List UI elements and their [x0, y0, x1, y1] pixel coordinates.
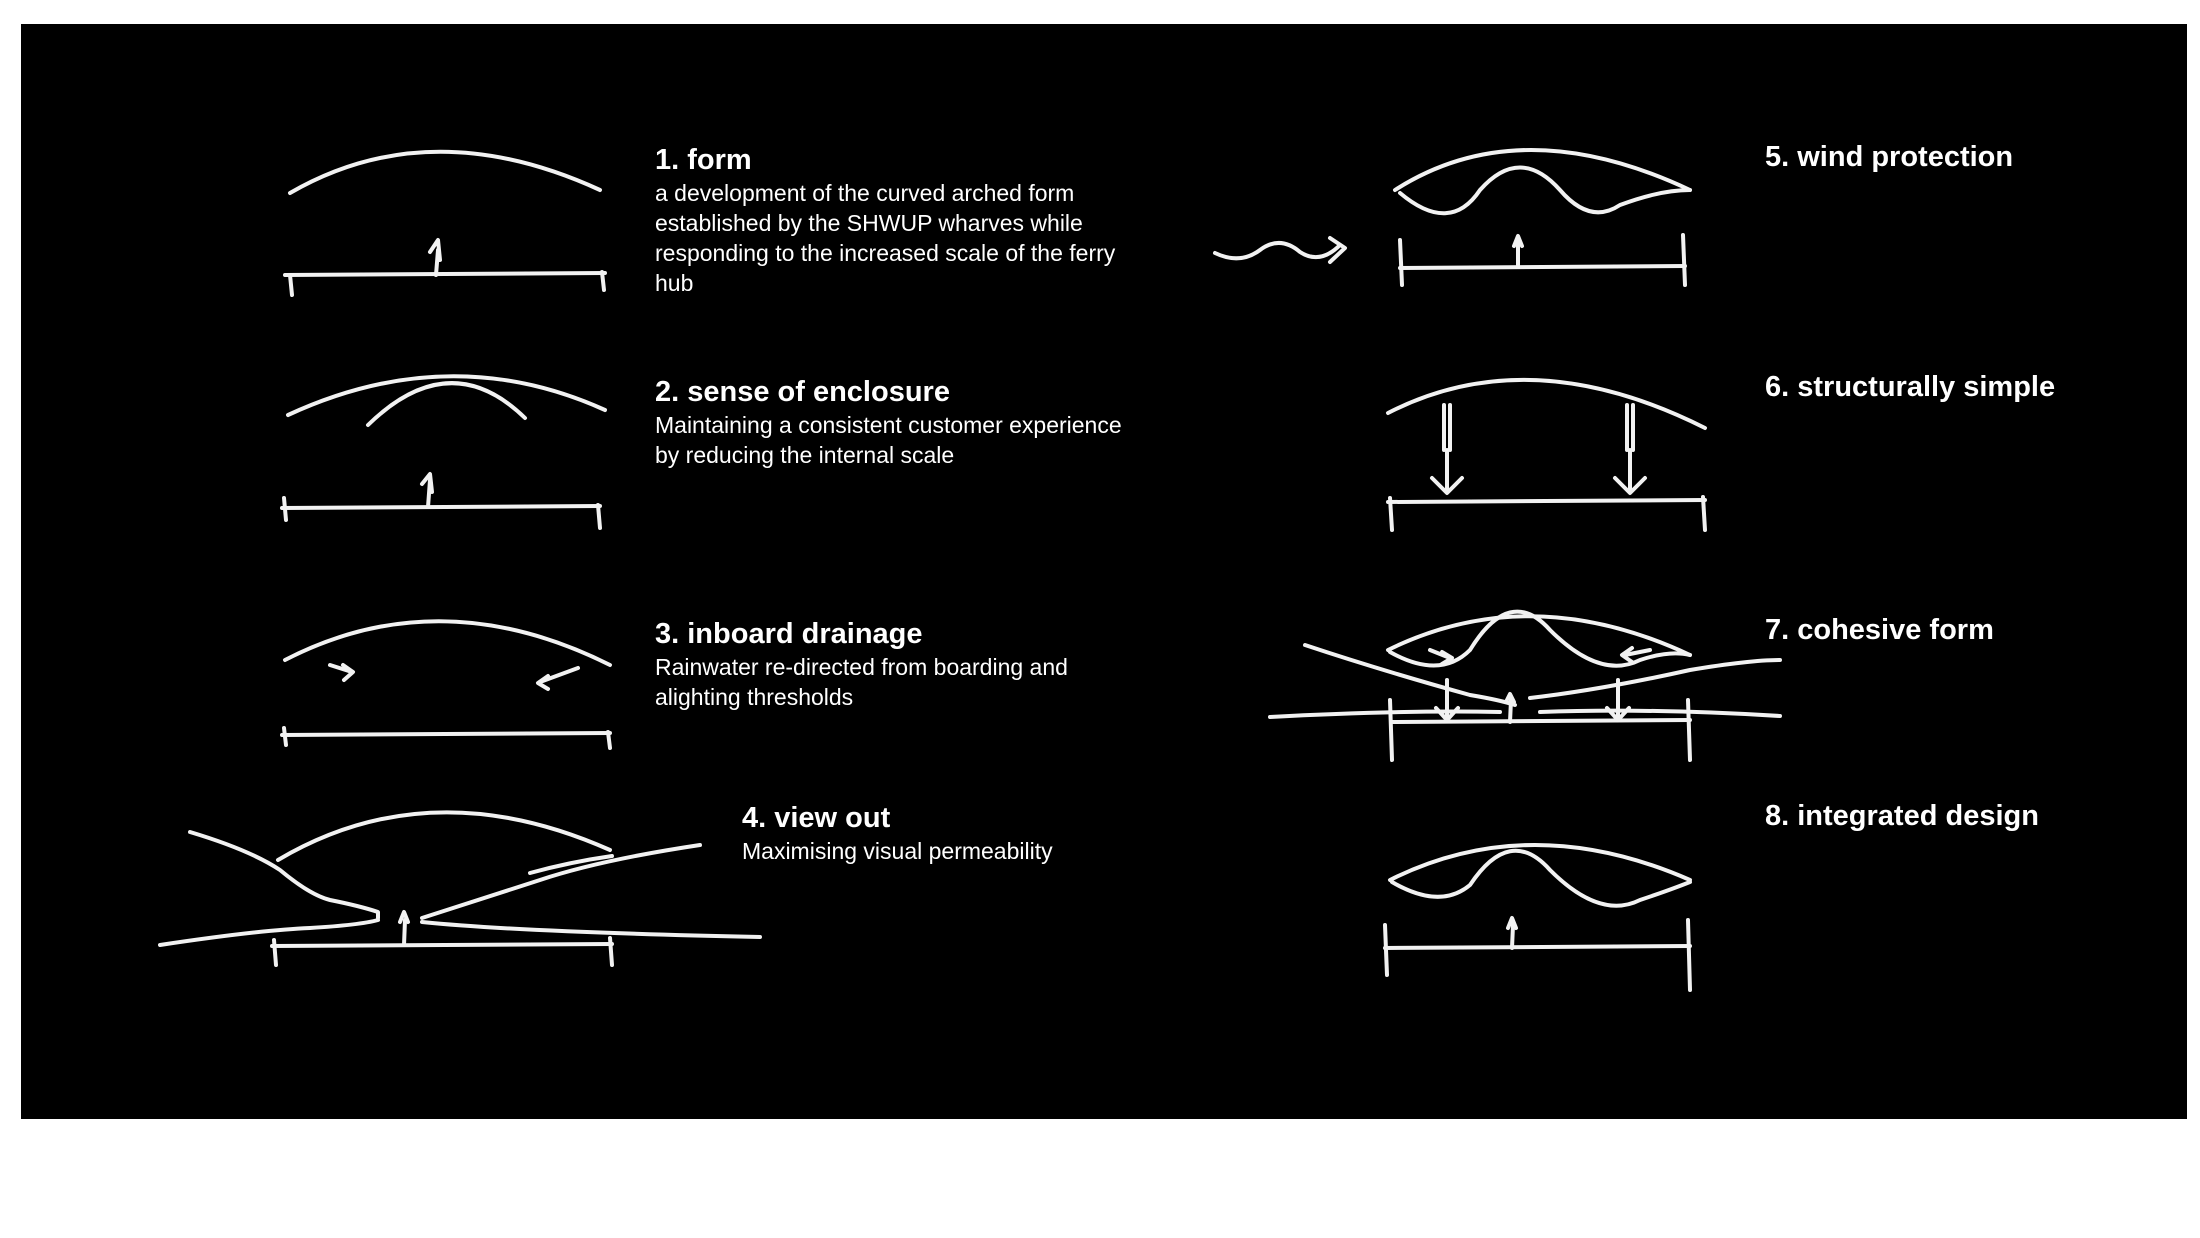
caption-description: Maximising visual permeability	[742, 838, 1053, 864]
caption-title: 7. cohesive form	[1765, 614, 1994, 646]
sketch-structurally-simple	[1386, 377, 1707, 532]
caption-description: Rainwater re-directed from boarding and …	[655, 654, 1068, 710]
caption-title: 8. integrated design	[1765, 800, 2039, 832]
sketch-wind-protection	[1213, 148, 1692, 287]
caption-title: 6. structurally simple	[1765, 371, 2056, 403]
sketch-cohesive-form	[1268, 609, 1782, 762]
caption-view-out: 4. view out Maximising visual permeabili…	[742, 800, 1262, 866]
sketch-view-out	[158, 810, 762, 967]
caption-title: 4. view out	[742, 802, 891, 834]
sketch-enclosure	[280, 374, 607, 530]
diagram-panel	[21, 24, 2187, 1119]
sketch-integrated-design	[1383, 843, 1692, 992]
caption-enclosure: 2. sense of enclosure Maintaining a cons…	[655, 374, 1135, 470]
caption-form: 1. form a development of the curved arch…	[655, 142, 1155, 298]
caption-description: Maintaining a consistent customer experi…	[655, 412, 1122, 468]
caption-title: 5. wind protection	[1765, 141, 2014, 173]
caption-title: 3. inboard drainage	[655, 618, 923, 650]
caption-drainage: 3. inboard drainage Rainwater re-directe…	[655, 616, 1085, 712]
sketch-form	[283, 149, 607, 297]
caption-cohesive-form: 7. cohesive form	[1765, 612, 1994, 648]
caption-integrated-design: 8. integrated design	[1765, 798, 2039, 834]
caption-structurally-simple: 6. structurally simple	[1765, 369, 2055, 405]
caption-title: 2. sense of enclosure	[655, 376, 950, 408]
caption-wind-protection: 5. wind protection	[1765, 139, 2013, 175]
sketch-drainage	[280, 619, 612, 750]
caption-title: 1. form	[655, 144, 752, 176]
caption-description: a development of the curved arched form …	[655, 180, 1116, 296]
